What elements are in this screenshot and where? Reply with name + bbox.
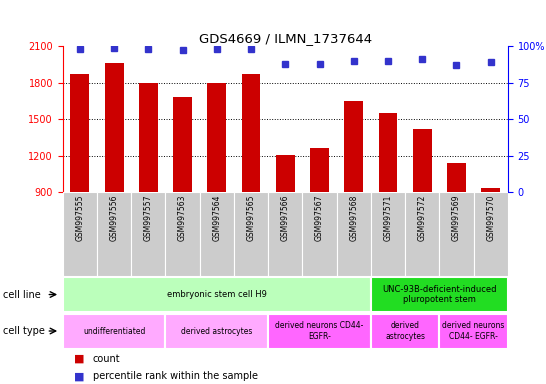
Bar — [63, 314, 165, 349]
Bar — [234, 192, 268, 276]
Bar — [345, 101, 363, 301]
Bar — [200, 192, 234, 276]
Bar — [413, 129, 432, 301]
Bar — [276, 155, 295, 301]
Bar — [63, 192, 97, 276]
Bar — [337, 192, 371, 276]
Bar — [105, 63, 123, 301]
Text: percentile rank within the sample: percentile rank within the sample — [93, 371, 258, 381]
Bar — [268, 314, 371, 349]
Bar — [481, 188, 500, 301]
Bar — [371, 314, 440, 349]
Text: cell type: cell type — [3, 326, 45, 336]
Bar — [310, 147, 329, 301]
Bar — [165, 192, 200, 276]
Text: GSM997556: GSM997556 — [110, 195, 118, 241]
Bar — [131, 192, 165, 276]
Bar — [371, 277, 508, 312]
Text: GSM997563: GSM997563 — [178, 195, 187, 241]
Title: GDS4669 / ILMN_1737644: GDS4669 / ILMN_1737644 — [199, 32, 372, 45]
Text: UNC-93B-deficient-induced
pluropotent stem: UNC-93B-deficient-induced pluropotent st… — [382, 285, 496, 305]
Bar — [268, 192, 302, 276]
Bar — [447, 163, 466, 301]
Text: derived
astrocytes: derived astrocytes — [385, 321, 425, 341]
Text: GSM997569: GSM997569 — [452, 195, 461, 241]
Bar — [440, 314, 508, 349]
Text: derived neurons
CD44- EGFR-: derived neurons CD44- EGFR- — [442, 321, 505, 341]
Bar — [302, 192, 337, 276]
Bar — [63, 277, 371, 312]
Text: GSM997566: GSM997566 — [281, 195, 290, 241]
Bar — [70, 74, 90, 301]
Bar — [371, 192, 405, 276]
Text: GSM997571: GSM997571 — [383, 195, 393, 241]
Bar — [207, 83, 226, 301]
Text: GSM997568: GSM997568 — [349, 195, 358, 241]
Text: GSM997564: GSM997564 — [212, 195, 221, 241]
Text: count: count — [93, 354, 121, 364]
Text: GSM997572: GSM997572 — [418, 195, 427, 241]
Text: ■: ■ — [74, 371, 84, 381]
Text: GSM997567: GSM997567 — [315, 195, 324, 241]
Text: undifferentiated: undifferentiated — [83, 327, 145, 336]
Bar — [405, 192, 440, 276]
Bar — [139, 83, 158, 301]
Bar — [165, 314, 268, 349]
Text: GSM997555: GSM997555 — [75, 195, 85, 241]
Text: embryonic stem cell H9: embryonic stem cell H9 — [167, 290, 267, 299]
Bar — [473, 192, 508, 276]
Text: GSM997570: GSM997570 — [486, 195, 495, 241]
Bar — [242, 74, 260, 301]
Text: ■: ■ — [74, 354, 84, 364]
Bar — [440, 192, 473, 276]
Bar — [97, 192, 131, 276]
Text: GSM997565: GSM997565 — [247, 195, 256, 241]
Text: derived astrocytes: derived astrocytes — [181, 327, 252, 336]
Text: GSM997557: GSM997557 — [144, 195, 153, 241]
Text: derived neurons CD44-
EGFR-: derived neurons CD44- EGFR- — [275, 321, 364, 341]
Bar — [378, 113, 397, 301]
Bar — [173, 97, 192, 301]
Text: cell line: cell line — [3, 290, 40, 300]
